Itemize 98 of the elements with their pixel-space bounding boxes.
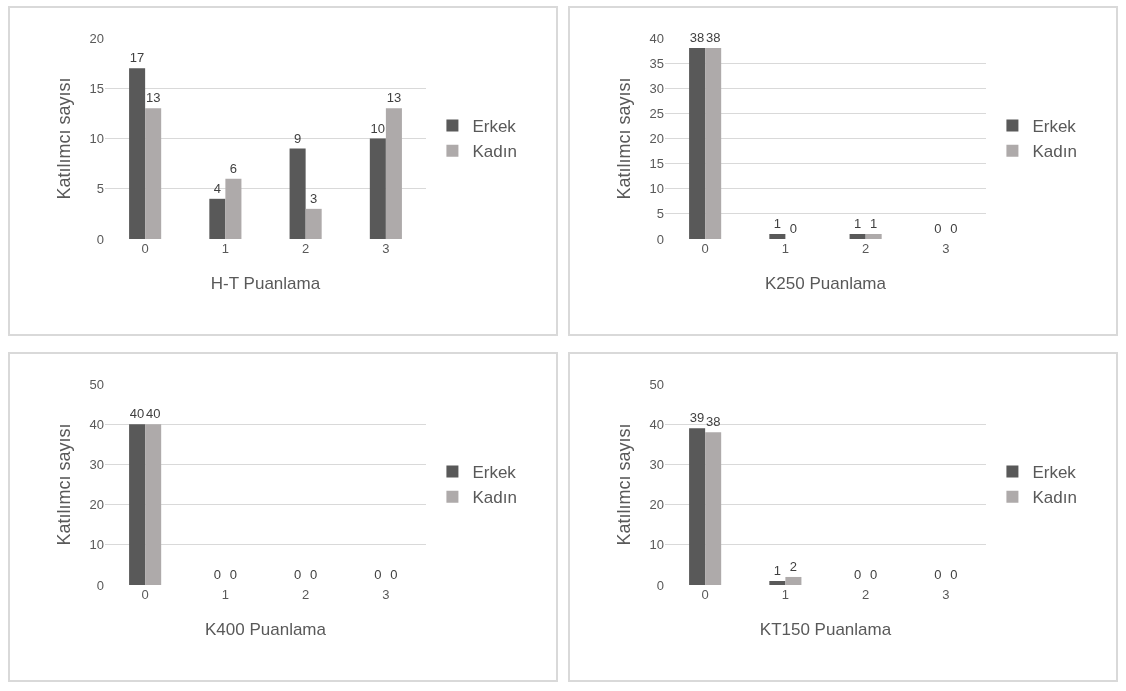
x-tick-label: 3 (382, 587, 390, 602)
legend-label: Erkek (472, 463, 517, 483)
data-label: 3 (310, 190, 318, 206)
x-tick-label: 2 (302, 587, 310, 602)
data-label: 0 (870, 567, 878, 582)
x-tick-label: 0 (701, 587, 709, 602)
data-label: 0 (229, 567, 238, 582)
x-axis-title: H-T Puanlama (210, 274, 321, 294)
bar (305, 208, 322, 239)
data-label: 10 (370, 120, 386, 136)
legend-label: Erkek (1032, 463, 1077, 483)
x-axis-title: KT150 Puanlama (759, 620, 892, 640)
bar (385, 108, 402, 239)
bar (369, 138, 386, 239)
y-tick-label: 30 (89, 456, 104, 472)
data-label: 1 (773, 215, 781, 231)
data-label: 0 (934, 221, 942, 236)
data-label: 40 (129, 406, 145, 422)
x-tick-label: 0 (701, 241, 709, 256)
bar (769, 580, 786, 585)
y-tick-label: 50 (649, 376, 664, 392)
data-label: 4 (213, 180, 221, 196)
y-tick-label: 40 (89, 416, 104, 432)
x-tick-label: 1 (781, 241, 789, 256)
y-axis-title: Katılımcı sayısı (53, 77, 74, 200)
legend-label: Kadın (472, 488, 517, 508)
bar (785, 576, 802, 585)
data-label: 13 (386, 90, 402, 106)
bar (705, 432, 722, 585)
data-label: 6 (229, 160, 238, 176)
y-tick-label: 15 (89, 80, 104, 96)
x-tick-label: 3 (942, 241, 950, 256)
legend-label: Kadın (1032, 488, 1077, 508)
data-label: 40 (145, 406, 161, 422)
x-tick-label: 2 (862, 241, 870, 256)
data-label: 38 (689, 30, 705, 46)
y-tick-label: 5 (96, 181, 104, 197)
data-label: 0 (293, 567, 302, 582)
bar (129, 68, 146, 239)
data-label: 0 (950, 221, 958, 236)
bar (145, 108, 162, 239)
x-tick-label: 1 (221, 241, 229, 256)
y-tick-label: 10 (649, 537, 664, 553)
legend-label: Erkek (472, 117, 517, 137)
data-label: 17 (129, 50, 145, 66)
y-tick-label: 40 (649, 30, 664, 46)
y-tick-label: 15 (649, 156, 664, 172)
y-tick-label: 20 (649, 131, 664, 147)
bar (289, 148, 306, 239)
bar (225, 178, 242, 239)
x-tick-label: 3 (382, 241, 390, 256)
x-tick-label: 3 (942, 587, 950, 602)
y-tick-label: 5 (656, 206, 664, 222)
y-tick-label: 20 (89, 30, 104, 46)
y-axis-title: Katılımcı sayısı (613, 77, 634, 200)
x-tick-label: 2 (302, 241, 310, 256)
data-label: 2 (789, 558, 798, 574)
legend-label: Erkek (1032, 117, 1077, 137)
data-label: 38 (705, 414, 721, 430)
x-tick-label: 0 (141, 241, 149, 256)
y-tick-label: 30 (649, 80, 664, 96)
y-tick-label: 10 (89, 131, 104, 147)
bar (689, 428, 706, 585)
data-label: 13 (145, 90, 161, 106)
x-axis-title: K250 Puanlama (765, 274, 887, 294)
y-axis-title: Katılımcı sayısı (613, 423, 634, 546)
y-tick-label: 35 (649, 55, 664, 71)
y-tick-label: 50 (89, 376, 104, 392)
y-axis-title: Katılımcı sayısı (53, 423, 74, 546)
y-tick-label: 10 (89, 537, 104, 553)
data-label: 9 (293, 130, 302, 146)
data-label: 38 (705, 30, 721, 46)
x-tick-label: 1 (221, 587, 229, 602)
x-axis-title: K400 Puanlama (205, 620, 327, 640)
legend-label: Kadın (1032, 142, 1077, 162)
y-tick-label: 20 (649, 497, 664, 513)
y-tick-label: 25 (649, 105, 664, 121)
data-label: 1 (773, 562, 781, 578)
data-label: 0 (789, 221, 798, 236)
data-label: 0 (853, 567, 862, 582)
data-label: 0 (390, 567, 398, 582)
data-label: 0 (310, 567, 318, 582)
data-label: 0 (374, 567, 382, 582)
x-tick-label: 2 (862, 587, 870, 602)
x-tick-label: 1 (781, 587, 789, 602)
y-tick-label: 30 (649, 456, 664, 472)
data-label: 0 (950, 567, 958, 582)
data-label: 0 (934, 567, 942, 582)
x-tick-label: 0 (141, 587, 149, 602)
y-tick-label: 10 (649, 181, 664, 197)
bar (209, 198, 226, 239)
y-tick-label: 20 (89, 497, 104, 513)
legend-label: Kadın (472, 142, 517, 162)
data-label: 0 (213, 567, 221, 582)
data-label: 1 (853, 215, 862, 231)
data-label: 39 (689, 410, 705, 426)
data-label: 1 (870, 215, 878, 231)
y-tick-label: 40 (649, 416, 664, 432)
